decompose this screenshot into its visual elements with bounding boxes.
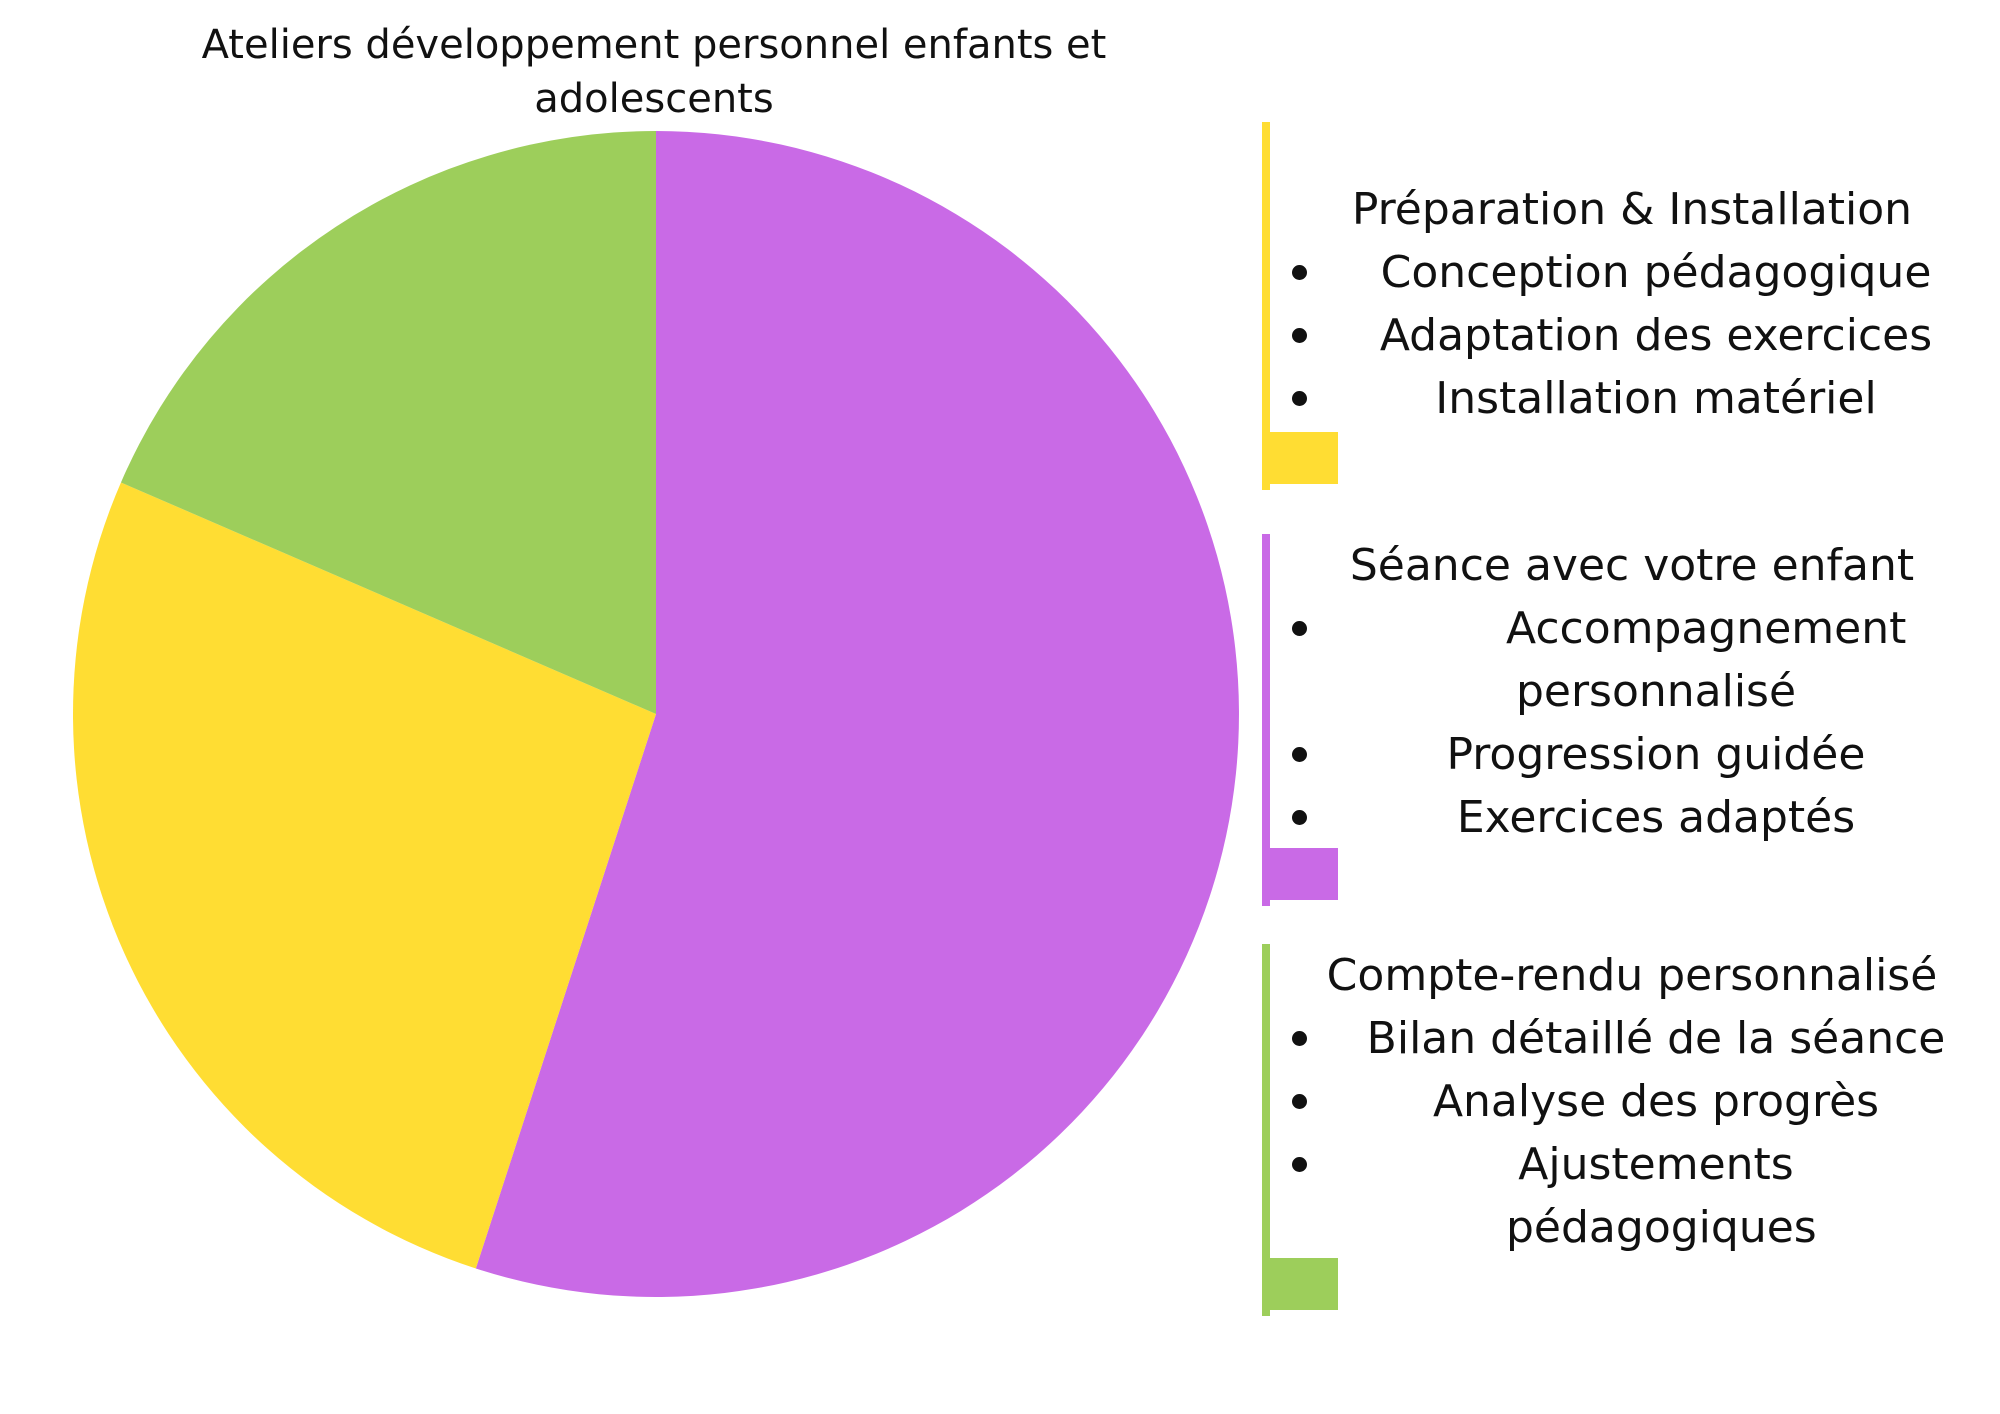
pie-slice-1 [72, 482, 656, 1269]
legend-item: Exercices adaptés [1290, 786, 1970, 849]
legend-item: Progression guidée [1290, 723, 1970, 786]
legend-item: Analyse des progrès [1290, 1070, 1970, 1133]
legend-bar-preparation [1262, 122, 1270, 490]
legend-bar-seance [1262, 534, 1270, 906]
bullet-icon [1292, 747, 1307, 762]
legend-list-preparation: Conception pédagogique Adaptation des ex… [1290, 241, 1970, 430]
bullet-icon [1292, 621, 1307, 636]
bullet-icon [1292, 810, 1307, 825]
bullet-icon [1292, 1031, 1307, 1046]
legend-bar-compte-rendu [1262, 944, 1270, 1316]
legend-item: Adaptation des exercices [1290, 304, 1970, 367]
pie-slice-2 [120, 130, 656, 714]
legend-swatch-seance [1262, 848, 1338, 900]
legend-list-compte-rendu: Bilan détaillé de la séance Analyse des … [1290, 1007, 1970, 1259]
legend-swatch-compte-rendu [1262, 1258, 1338, 1310]
legend-group-compte-rendu: Compte-rendu personnalisé Bilan détaillé… [1262, 944, 1982, 1316]
legend-group-preparation: Préparation & Installation Conception pé… [1262, 122, 1982, 490]
legend-swatch-preparation [1262, 432, 1338, 484]
legend-heading-preparation: Préparation & Installation [1351, 184, 1913, 235]
bullet-icon [1292, 391, 1307, 406]
legend-list-seance: Accompagnement personnalisé Progression … [1290, 597, 1970, 849]
legend-item: Accompagnement personnalisé [1290, 597, 1970, 723]
legend-heading-compte-rendu: Compte-rendu personnalisé [1326, 950, 1938, 1001]
legend-item: Conception pédagogique [1290, 241, 1970, 304]
legend-item: Bilan détaillé de la séance [1290, 1007, 1970, 1070]
bullet-icon [1292, 328, 1307, 343]
legend-group-seance: Séance avec votre enfant Accompagnement … [1262, 534, 1982, 906]
pie-slice-0 [475, 131, 1239, 1297]
legend-item: Installation matériel [1290, 367, 1970, 430]
legend-item: Ajustements pédagogiques [1290, 1133, 1970, 1259]
bullet-icon [1292, 1157, 1307, 1172]
bullet-icon [1292, 1094, 1307, 1109]
legend-heading-seance: Séance avec votre enfant [1349, 540, 1915, 591]
chart-title: Ateliers développement personnel enfants… [201, 22, 1107, 122]
bullet-icon [1292, 265, 1307, 280]
